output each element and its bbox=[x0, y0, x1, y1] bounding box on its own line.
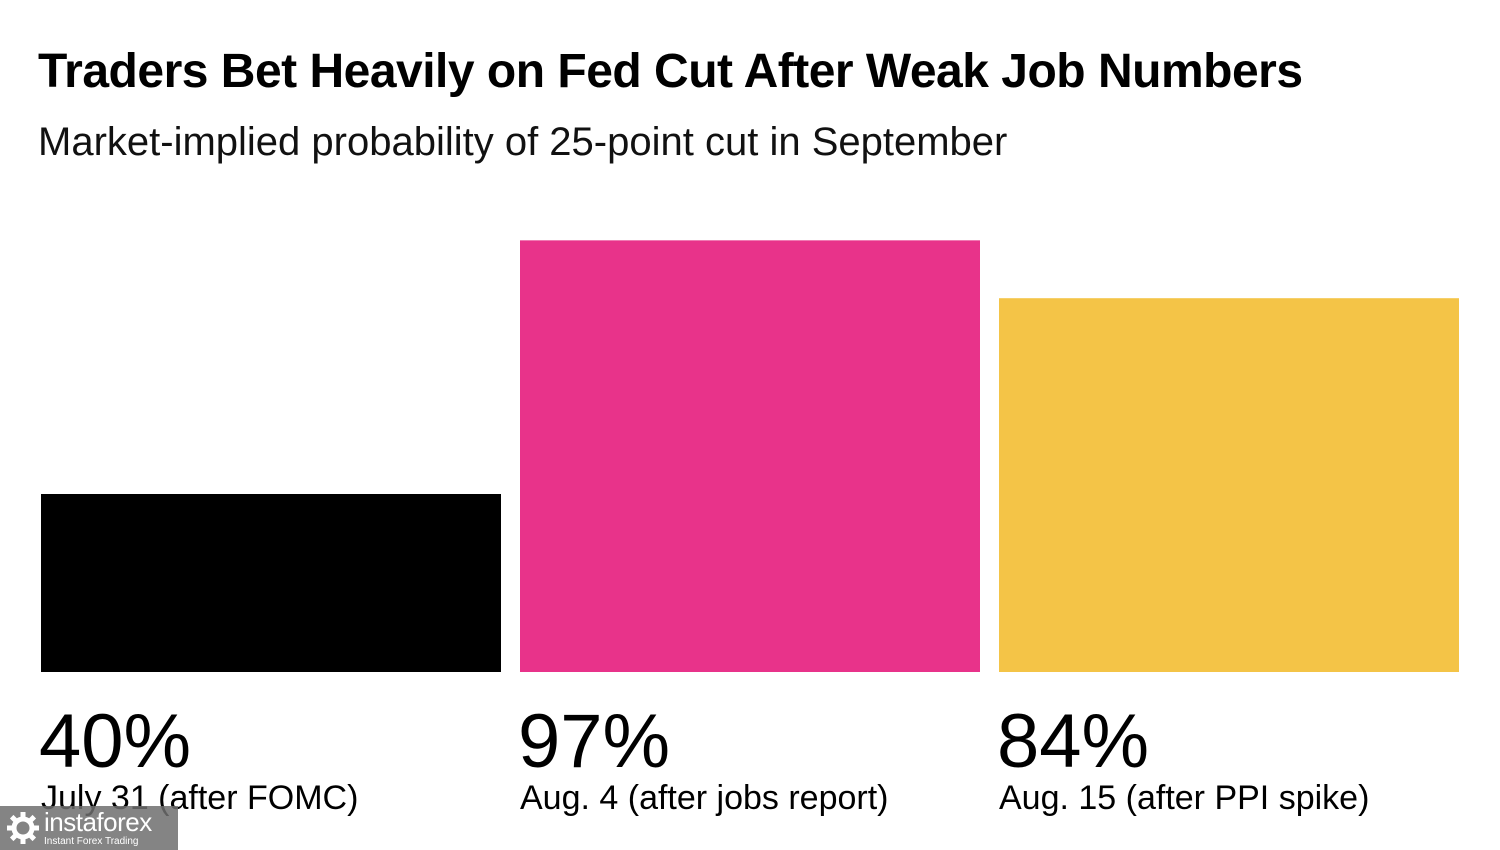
chart-title: Traders Bet Heavily on Fed Cut After Wea… bbox=[38, 45, 1303, 98]
chart-subtitle: Market-implied probability of 25-point c… bbox=[38, 120, 1008, 164]
category-label-2: Aug. 4 (after jobs report) bbox=[520, 779, 889, 817]
value-label-3: 84% bbox=[997, 699, 1149, 784]
value-label-1: 40% bbox=[39, 699, 191, 784]
watermark-name: instaforex bbox=[44, 807, 152, 837]
value-label-2: 97% bbox=[518, 699, 670, 784]
gear-icon bbox=[7, 812, 39, 844]
bar-3 bbox=[999, 298, 1459, 672]
watermark-tagline: Instant Forex Trading bbox=[44, 836, 139, 847]
bar-1 bbox=[41, 494, 501, 672]
bar-2 bbox=[520, 240, 980, 672]
category-label-3: Aug. 15 (after PPI spike) bbox=[999, 779, 1369, 817]
instaforex-watermark: instaforex Instant Forex Trading bbox=[0, 806, 178, 850]
